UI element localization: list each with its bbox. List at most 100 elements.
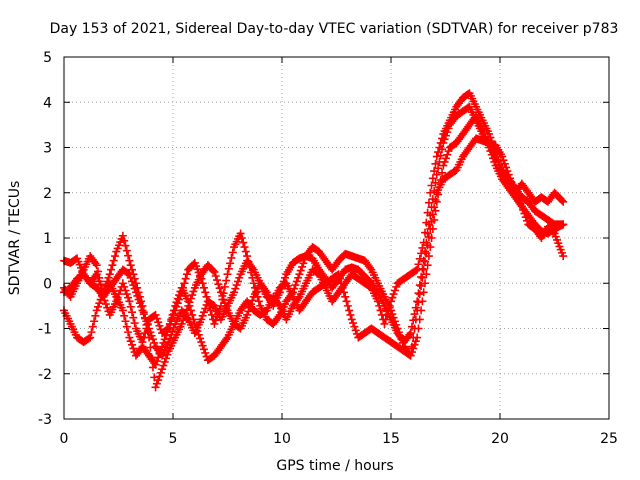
data-point bbox=[410, 324, 419, 333]
y-tick-label: -1 bbox=[38, 322, 52, 338]
data-point bbox=[227, 253, 236, 262]
data-point bbox=[199, 345, 208, 354]
data-point bbox=[206, 306, 215, 315]
data-point bbox=[228, 248, 237, 257]
data-point bbox=[201, 304, 210, 313]
data-point bbox=[125, 270, 134, 279]
data-point bbox=[141, 313, 150, 322]
data-point bbox=[503, 167, 512, 176]
data-point bbox=[432, 152, 441, 161]
data-point bbox=[430, 167, 439, 176]
data-point bbox=[105, 270, 114, 279]
data-point bbox=[237, 234, 246, 242]
data-point bbox=[444, 147, 453, 156]
data-point bbox=[152, 357, 161, 366]
data-point bbox=[210, 267, 219, 276]
data-point bbox=[143, 320, 152, 329]
y-tick-label: 5 bbox=[43, 50, 52, 66]
data-point bbox=[163, 350, 172, 359]
data-point bbox=[406, 329, 415, 338]
data-point bbox=[139, 333, 148, 342]
data-series-group bbox=[60, 89, 568, 392]
data-point bbox=[134, 295, 143, 304]
data-point bbox=[443, 150, 452, 159]
data-point bbox=[405, 350, 414, 359]
data-point bbox=[194, 330, 203, 339]
data-point bbox=[345, 306, 354, 315]
data-point bbox=[168, 310, 177, 319]
data-point bbox=[350, 322, 359, 331]
data-point bbox=[435, 157, 444, 166]
data-point bbox=[164, 338, 173, 347]
data-point bbox=[145, 324, 154, 333]
data-point bbox=[155, 372, 164, 381]
data-point bbox=[496, 166, 505, 175]
data-point bbox=[559, 220, 568, 229]
data-point bbox=[390, 286, 399, 295]
data-point bbox=[347, 315, 356, 324]
data-point bbox=[103, 303, 112, 312]
data-point bbox=[413, 297, 422, 306]
data-point bbox=[385, 301, 394, 310]
data-point bbox=[435, 143, 444, 152]
data-point bbox=[431, 159, 440, 168]
x-axis-label: GPS time / hours bbox=[276, 458, 393, 474]
data-point bbox=[201, 348, 210, 357]
data-point bbox=[186, 306, 195, 315]
data-point bbox=[428, 210, 437, 219]
data-point bbox=[274, 300, 283, 309]
data-point bbox=[138, 306, 147, 315]
data-point bbox=[219, 289, 228, 298]
data-point bbox=[351, 326, 360, 335]
data-series-1 bbox=[60, 111, 568, 392]
data-point bbox=[128, 277, 137, 286]
data-point bbox=[423, 208, 432, 217]
data-point bbox=[133, 291, 142, 300]
data-point bbox=[92, 261, 101, 270]
data-point bbox=[121, 286, 130, 295]
data-point bbox=[151, 360, 160, 369]
data-point bbox=[430, 203, 439, 212]
data-point bbox=[128, 340, 137, 349]
data-point bbox=[154, 376, 163, 385]
data-point bbox=[210, 319, 219, 328]
data-point bbox=[188, 291, 197, 300]
data-point bbox=[250, 283, 259, 292]
data-point bbox=[406, 351, 415, 360]
data-point bbox=[129, 281, 138, 290]
data-point bbox=[175, 291, 184, 300]
data-point bbox=[124, 269, 133, 278]
data-point bbox=[418, 264, 427, 273]
data-point bbox=[124, 293, 133, 302]
data-point bbox=[499, 156, 508, 165]
data-point bbox=[421, 257, 430, 266]
data-point bbox=[129, 313, 138, 322]
data-point bbox=[415, 254, 424, 263]
data-point bbox=[122, 322, 131, 331]
data-point bbox=[414, 298, 423, 307]
data-point bbox=[198, 279, 207, 288]
y-tick-label: -2 bbox=[38, 367, 52, 383]
data-point bbox=[417, 272, 426, 281]
data-point bbox=[338, 283, 347, 292]
x-tick-label: 5 bbox=[169, 431, 178, 447]
data-point bbox=[151, 383, 160, 392]
data-point bbox=[411, 266, 420, 275]
data-point bbox=[152, 379, 161, 388]
data-point bbox=[407, 342, 416, 351]
data-point bbox=[337, 279, 346, 288]
data-point bbox=[197, 274, 206, 283]
data-point bbox=[248, 263, 257, 272]
data-point bbox=[418, 243, 427, 252]
data-point bbox=[504, 170, 513, 179]
data-point bbox=[557, 196, 566, 205]
data-point bbox=[125, 333, 134, 342]
data-point bbox=[118, 279, 127, 288]
data-point bbox=[189, 287, 198, 296]
data-point bbox=[131, 288, 140, 297]
data-point bbox=[211, 316, 220, 325]
data-point bbox=[198, 311, 207, 320]
data-point bbox=[137, 302, 146, 311]
data-point bbox=[559, 197, 568, 206]
data-point bbox=[294, 273, 303, 282]
